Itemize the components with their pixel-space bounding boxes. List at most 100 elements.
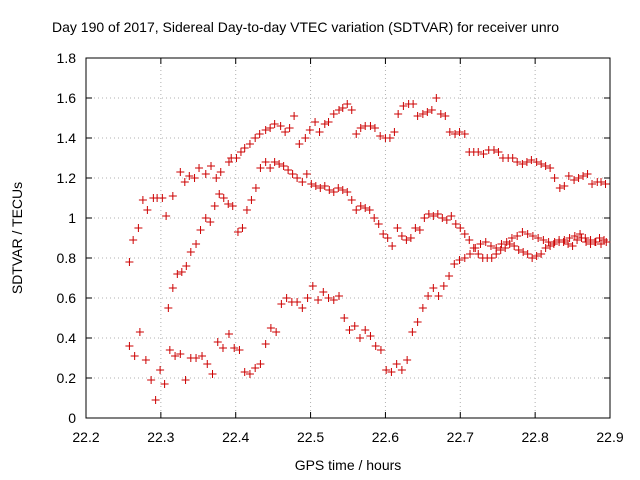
series-middle <box>164 158 609 312</box>
data-point <box>198 352 207 360</box>
data-point <box>293 298 302 306</box>
data-point <box>382 366 391 374</box>
data-point <box>399 102 408 110</box>
data-point <box>442 216 451 224</box>
data-point <box>390 128 399 136</box>
data-point <box>455 128 464 136</box>
data-point <box>125 342 134 350</box>
data-point <box>518 228 527 236</box>
data-point <box>439 282 448 290</box>
data-point <box>195 164 204 172</box>
data-point <box>203 360 212 368</box>
data-point <box>325 186 334 194</box>
data-point <box>308 282 317 290</box>
data-point <box>581 234 590 242</box>
data-point <box>180 178 189 186</box>
data-point <box>546 242 555 250</box>
data-point <box>438 214 447 222</box>
data-point <box>519 248 528 256</box>
data-point <box>550 174 559 182</box>
data-point <box>513 158 522 166</box>
x-tick-label: 22.2 <box>72 429 99 445</box>
data-point <box>177 268 186 276</box>
data-point <box>434 292 443 300</box>
data-point <box>276 122 285 130</box>
data-point <box>445 128 454 136</box>
data-point <box>232 154 241 162</box>
y-tick-labels: 0 0.2 0.4 0.6 0.8 1 1.2 1.4 1.6 1.8 <box>57 50 77 426</box>
data-point <box>311 182 320 190</box>
data-point <box>392 360 401 368</box>
y-tick-label: 1.6 <box>57 90 77 106</box>
data-point <box>583 170 592 178</box>
data-point <box>418 304 427 312</box>
data-point <box>210 202 219 210</box>
data-point <box>420 214 429 222</box>
data-point <box>397 366 406 374</box>
data-point <box>497 240 506 248</box>
data-point <box>534 234 543 242</box>
data-point <box>138 196 147 204</box>
data-point <box>190 174 199 182</box>
data-point <box>429 212 438 220</box>
series-lower <box>125 228 611 404</box>
data-point <box>387 368 396 376</box>
data-point <box>240 368 249 376</box>
data-point <box>266 164 275 172</box>
data-point <box>361 204 370 212</box>
data-point <box>471 244 480 252</box>
data-point <box>541 162 550 170</box>
data-point <box>350 322 359 330</box>
data-point <box>334 184 343 192</box>
x-tick-label: 22.8 <box>522 429 549 445</box>
data-point <box>379 230 388 238</box>
data-point <box>245 140 254 148</box>
data-point <box>582 238 591 246</box>
data-point <box>413 318 422 326</box>
data-point <box>393 224 402 232</box>
y-tick-label: 0.8 <box>57 250 77 266</box>
axis-ticks <box>85 57 611 419</box>
data-point <box>338 104 347 112</box>
data-point <box>302 170 311 178</box>
data-point <box>347 106 356 114</box>
data-point <box>409 100 418 108</box>
data-point <box>315 128 324 136</box>
data-point <box>261 126 270 134</box>
data-point <box>352 130 361 138</box>
data-point <box>173 270 182 278</box>
data-point <box>528 254 537 262</box>
data-point <box>406 234 415 242</box>
series-upper <box>125 94 610 266</box>
data-point <box>329 296 338 304</box>
data-point <box>560 182 569 190</box>
data-point <box>324 294 333 302</box>
data-point <box>255 130 264 138</box>
data-point <box>281 128 290 136</box>
data-point <box>481 238 490 246</box>
data-point <box>228 202 237 210</box>
data-point <box>433 210 442 218</box>
data-point <box>201 170 210 178</box>
data-point <box>340 314 349 322</box>
x-tick-label: 22.9 <box>596 429 623 445</box>
data-point <box>279 162 288 170</box>
data-point <box>565 234 574 242</box>
data-point <box>487 254 496 262</box>
data-point <box>528 232 537 240</box>
data-point <box>275 160 284 168</box>
data-point <box>208 370 217 378</box>
data-point <box>510 242 519 250</box>
x-tick-label: 22.4 <box>222 429 249 445</box>
data-point <box>215 190 224 198</box>
data-point <box>424 210 433 218</box>
data-point <box>245 370 254 378</box>
data-point <box>270 120 279 128</box>
data-point <box>251 134 260 142</box>
y-tick-label: 0.2 <box>57 370 77 386</box>
data-point <box>134 224 143 232</box>
data-point <box>418 110 427 118</box>
data-point <box>201 214 210 222</box>
data-point <box>247 196 256 204</box>
x-tick-label: 22.5 <box>297 429 324 445</box>
